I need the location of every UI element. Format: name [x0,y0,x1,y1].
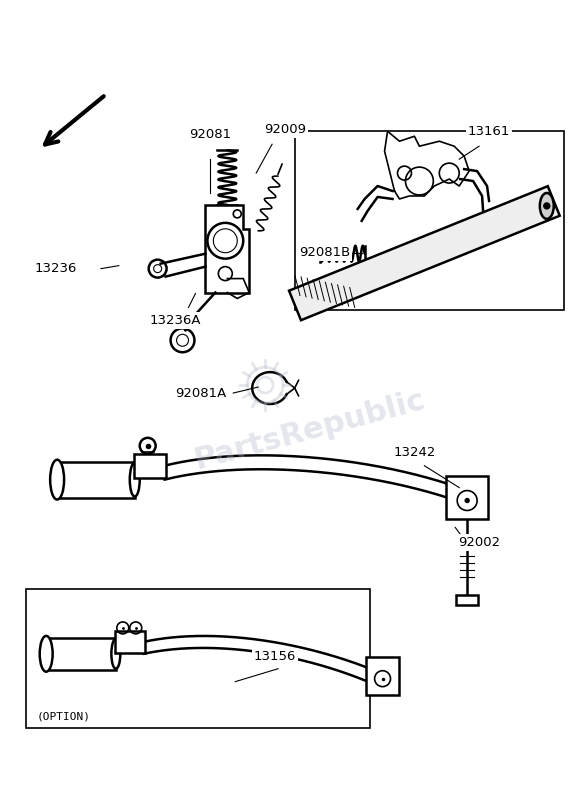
Ellipse shape [50,460,64,499]
Text: (OPTION): (OPTION) [36,711,90,722]
Ellipse shape [540,193,554,219]
Text: 13242: 13242 [393,446,436,459]
FancyBboxPatch shape [446,476,488,519]
Polygon shape [206,205,249,293]
Circle shape [465,498,469,502]
Bar [57,462,135,498]
Text: 92081B: 92081B [299,246,350,259]
Ellipse shape [112,639,120,669]
Text: 92002: 92002 [458,536,500,549]
Text: 13161: 13161 [468,125,510,138]
Text: 92081A: 92081A [175,386,226,399]
Polygon shape [289,186,559,320]
Ellipse shape [130,462,140,497]
Polygon shape [144,636,373,684]
Text: 13236A: 13236A [150,314,201,327]
Text: 92009: 92009 [264,122,306,136]
Text: 92081: 92081 [189,128,231,141]
Polygon shape [165,455,453,499]
Bar [456,595,478,605]
Bar [46,638,116,670]
Bar [295,131,564,310]
Text: PartsRepublic: PartsRepublic [191,385,429,474]
Ellipse shape [40,636,53,672]
FancyBboxPatch shape [134,454,166,478]
Text: 13156: 13156 [254,650,296,663]
FancyBboxPatch shape [115,631,145,653]
Circle shape [544,203,550,209]
Text: 13236: 13236 [35,262,77,275]
Bar [26,589,370,729]
FancyBboxPatch shape [366,657,399,694]
Polygon shape [384,131,469,199]
